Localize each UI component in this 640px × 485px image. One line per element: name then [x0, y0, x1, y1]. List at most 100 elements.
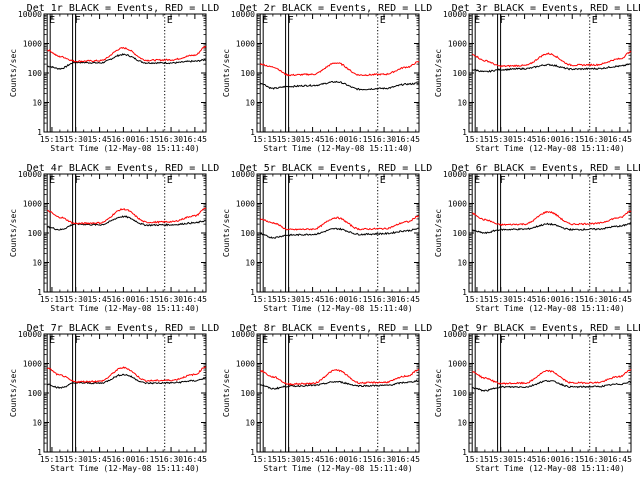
y-tick-label: 1 — [462, 448, 467, 457]
y-tick-label: 10000 — [231, 10, 255, 19]
marker-label: E — [49, 335, 55, 346]
lld-series-line — [471, 50, 632, 68]
x-tick-label: 16:15 — [135, 295, 159, 304]
plot-frame — [43, 173, 207, 293]
lld-series-line — [259, 368, 420, 386]
marker-label: E — [380, 15, 386, 26]
y-axis-label: Counts/sec — [9, 49, 18, 97]
panel-title: Det 9r BLACK = Events, RED = LLD — [452, 323, 640, 334]
events-series-line — [259, 80, 420, 91]
y-tick-label: 10 — [245, 99, 255, 108]
y-tick-label: 1 — [250, 448, 255, 457]
y-tick-label: 1 — [37, 288, 42, 297]
x-tick-label: 16:15 — [135, 135, 159, 144]
x-tick-label: 15:30 — [277, 295, 301, 304]
x-tick-label: 16:30 — [584, 455, 608, 464]
plot-frame — [256, 333, 420, 453]
marker-label: F — [75, 175, 81, 186]
panel-title: Det 1r BLACK = Events, RED = LLD — [27, 3, 220, 14]
x-tick-label: 16:30 — [372, 135, 396, 144]
y-tick-label: 1000 — [448, 200, 467, 209]
y-tick-label: 100 — [453, 389, 468, 398]
x-tick-label: 16:45 — [183, 455, 207, 464]
panel-title: Det 4r BLACK = Events, RED = LLD — [27, 163, 220, 174]
x-tick-label: 15:30 — [489, 295, 513, 304]
marker-label: E — [49, 175, 55, 186]
lld-series-line — [472, 210, 632, 227]
x-tick-label: 15:30 — [277, 455, 301, 464]
x-tick-label: 16:30 — [159, 135, 183, 144]
marker-label: E — [592, 15, 598, 26]
marker-label: F — [500, 175, 506, 186]
y-tick-label: 1000 — [448, 40, 467, 49]
marker-label: F — [288, 175, 294, 186]
y-axis-label: Counts/sec — [434, 369, 443, 417]
y-tick-label: 10000 — [231, 330, 255, 339]
x-tick-label: 15:45 — [88, 295, 112, 304]
y-tick-label: 10 — [457, 99, 467, 108]
y-tick-label: 100 — [241, 69, 256, 78]
y-tick-label: 10 — [457, 419, 467, 428]
x-tick-label: 15:45 — [513, 295, 537, 304]
x-axis-label: Start Time (12-May-08 15:11:40) — [475, 464, 624, 473]
plot-frame — [468, 173, 632, 293]
x-tick-label: 16:45 — [608, 135, 632, 144]
x-tick-label: 16:45 — [608, 295, 632, 304]
lld-series-line — [46, 45, 207, 63]
y-tick-label: 1 — [37, 128, 42, 137]
y-tick-label: 100 — [28, 389, 43, 398]
x-tick-label: 16:45 — [396, 455, 420, 464]
marker-label: E — [474, 335, 480, 346]
x-tick-label: 15:15 — [465, 295, 489, 304]
y-tick-label: 1000 — [448, 360, 467, 369]
x-tick-label: 15:30 — [64, 455, 88, 464]
marker-label: E — [380, 175, 386, 186]
x-axis-label: Start Time (12-May-08 15:11:40) — [263, 464, 412, 473]
y-tick-label: 10 — [245, 259, 255, 268]
x-tick-label: 16:00 — [324, 455, 348, 464]
lld-series-line — [471, 368, 632, 386]
y-tick-label: 100 — [453, 229, 468, 238]
y-tick-label: 10000 — [443, 10, 467, 19]
x-tick-label: 16:15 — [560, 135, 584, 144]
x-tick-label: 16:15 — [560, 295, 584, 304]
x-tick-label: 16:30 — [372, 455, 396, 464]
x-tick-label: 16:45 — [396, 135, 420, 144]
x-tick-label: 15:45 — [301, 455, 325, 464]
x-tick-label: 15:30 — [64, 295, 88, 304]
x-axis-label: Start Time (12-May-08 15:11:40) — [263, 304, 412, 313]
y-tick-label: 1000 — [236, 200, 255, 209]
x-tick-label: 15:30 — [64, 135, 88, 144]
marker-label: E — [474, 175, 480, 186]
x-tick-label: 16:00 — [536, 135, 560, 144]
y-tick-label: 1000 — [23, 360, 42, 369]
x-tick-label: 16:30 — [584, 135, 608, 144]
y-tick-label: 10 — [245, 419, 255, 428]
marker-label: F — [288, 335, 294, 346]
marker-label: E — [592, 335, 598, 346]
x-tick-label: 16:45 — [183, 295, 207, 304]
x-axis-label: Start Time (12-May-08 15:11:40) — [50, 464, 199, 473]
plot-frame — [468, 333, 632, 453]
y-tick-label: 10000 — [443, 330, 467, 339]
x-tick-label: 15:45 — [301, 135, 325, 144]
panel-title: Det 8r BLACK = Events, RED = LLD — [240, 323, 433, 334]
events-series-line — [47, 373, 206, 389]
x-tick-label: 15:15 — [465, 455, 489, 464]
x-tick-label: 15:15 — [40, 455, 64, 464]
x-tick-label: 16:15 — [135, 455, 159, 464]
y-tick-label: 1 — [462, 288, 467, 297]
x-tick-label: 16:30 — [372, 295, 396, 304]
x-axis-label: Start Time (12-May-08 15:11:40) — [263, 144, 412, 153]
plot-frame — [256, 13, 420, 133]
x-tick-label: 16:30 — [159, 455, 183, 464]
y-tick-label: 1 — [250, 288, 255, 297]
x-axis-label: Start Time (12-May-08 15:11:40) — [475, 144, 624, 153]
marker-label: E — [592, 175, 598, 186]
x-tick-label: 15:15 — [40, 135, 64, 144]
y-tick-label: 10 — [32, 259, 42, 268]
x-tick-label: 15:15 — [253, 455, 277, 464]
x-tick-label: 15:15 — [465, 135, 489, 144]
y-axis-label: Counts/sec — [9, 369, 18, 417]
